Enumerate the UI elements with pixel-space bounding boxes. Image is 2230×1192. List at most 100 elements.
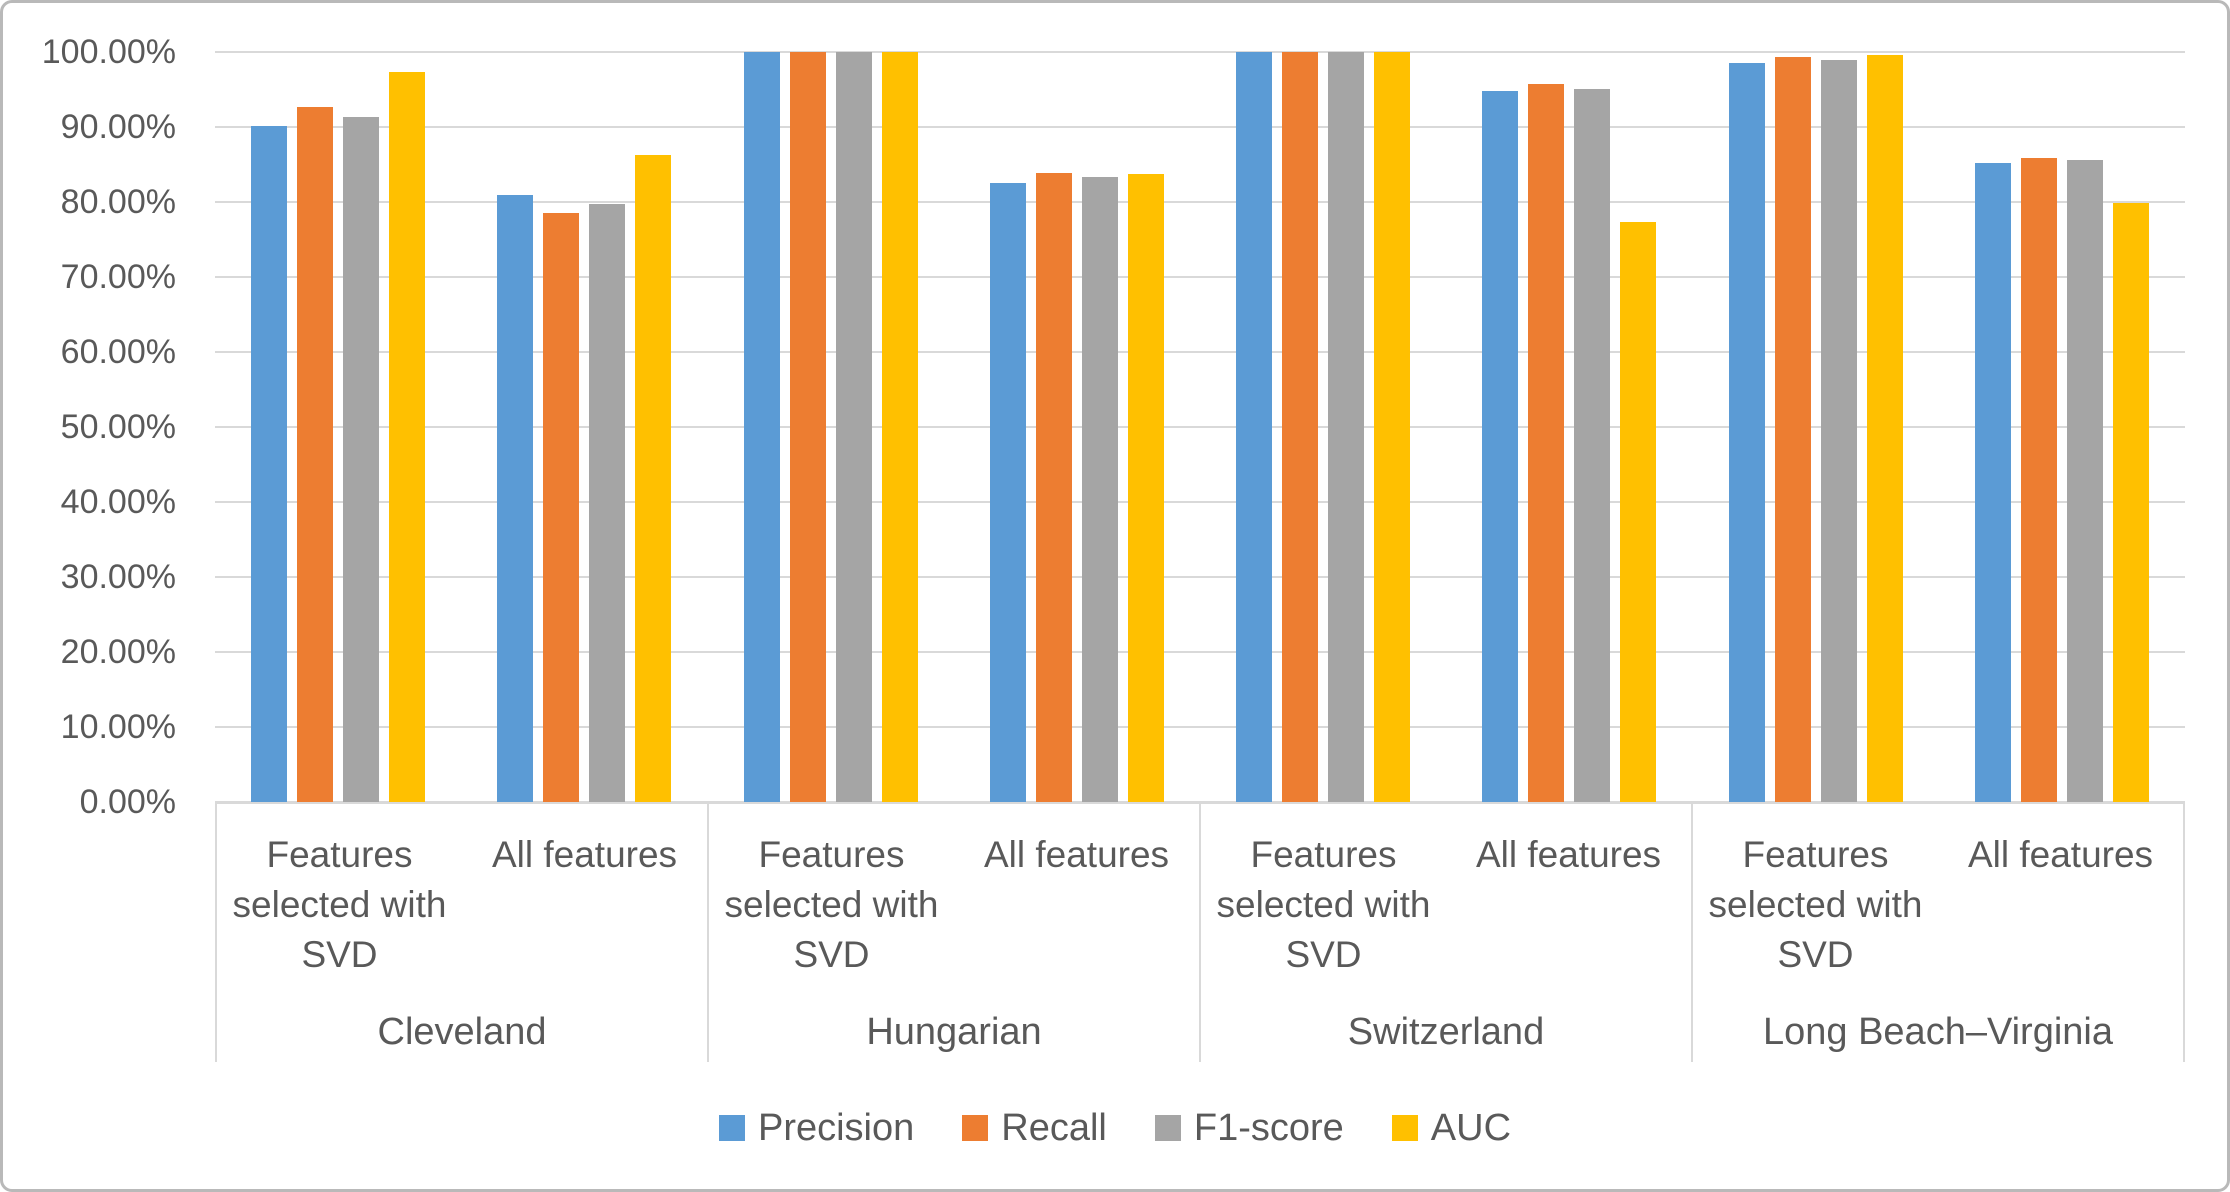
y-tick-label-40: 40.00% [60,483,176,521]
cluster-label-long-beach-virginia-features-selected-with-svd: Features selected with SVD [1708,834,1923,975]
y-tick-label-30: 30.00% [60,558,176,596]
bar-cluster-cleveland-features-selected-with-svd [215,52,461,802]
gridline-20 [215,651,2185,653]
bar-hungarian-all-features-auc [1127,173,1164,802]
bar-hungarian-all-features-f1-score [1081,176,1118,802]
y-tick-label-60: 60.00% [60,333,176,371]
bar-cluster-switzerland-features-selected-with-svd [1200,52,1446,802]
bar-cluster-hungarian-all-features [954,52,1200,802]
bar-cleveland-all-features-precision [497,194,534,802]
bar-hungarian-features-selected-with-svd-f1-score [835,52,872,802]
bar-long-beach-virginia-all-features-auc [2112,202,2149,802]
y-tick-label-100: 100.00% [41,33,176,71]
gridline-10 [215,726,2185,728]
y-axis: 0.00% 10.00% 20.00% 30.00% 40.00% 50.00% 60.00… [0,33,190,821]
bar-hungarian-features-selected-with-svd-precision [743,52,780,802]
cluster-labels-switzerland: Features selected with SVD All features [1201,804,1691,980]
bar-hungarian-all-features-recall [1035,172,1072,802]
gridline-30 [215,576,2185,578]
bar-group-cleveland [215,52,708,802]
bar-cleveland-all-features-auc [635,154,672,802]
bar-group-hungarian [708,52,1201,802]
bar-cluster-long-beach-virginia-features-selected-with-svd [1693,52,1939,802]
y-tick-label-0: 0.00% [79,783,176,821]
y-tick-label-90: 90.00% [60,108,176,146]
bar-cluster-long-beach-virginia-all-features [1939,52,2185,802]
bar-cleveland-features-selected-with-svd-f1-score [343,116,380,802]
legend-label-recall: Recall [1001,1106,1107,1149]
legend-label-auc: AUC [1430,1106,1512,1149]
bar-group-switzerland [1200,52,1693,802]
group-label-long-beach-virginia: Long Beach–Virginia [1762,1011,2113,1053]
legend-swatch-auc [1391,1115,1418,1141]
y-tick-label-20: 20.00% [60,633,176,671]
cluster-labels-cleveland: Features selected with SVD All features [217,804,707,980]
bar-switzerland-features-selected-with-svd-auc [1374,52,1411,802]
y-tick-label-80: 80.00% [60,183,176,221]
legend-label-f1-score: F1-score [1193,1106,1344,1149]
bar-cleveland-all-features-recall [543,212,580,802]
bar-long-beach-virginia-all-features-recall [2020,157,2057,802]
bar-long-beach-virginia-all-features-f1-score [2066,160,2103,802]
cluster-labels-long-beach-virginia: Features selected with SVD All features [1693,804,2183,980]
group-label-hungarian: Hungarian [866,1011,1042,1053]
cluster-label-long-beach-virginia-all-features: All features [1967,834,2154,875]
gridline-80 [215,201,2185,203]
legend-item-auc: AUC [1391,1106,1512,1150]
group-label-switzerland: Switzerland [1347,1011,1545,1053]
legend-swatch-precision [718,1115,745,1141]
bar-cleveland-features-selected-with-svd-precision [251,126,288,802]
legend-item-f1-score: F1-score [1154,1106,1344,1150]
bar-cleveland-features-selected-with-svd-auc [389,71,426,802]
bar-cluster-cleveland-all-features [461,52,707,802]
bar-cluster-hungarian-features-selected-with-svd [708,52,954,802]
category-group-long-beach-virginia: Features selected with SVD All features Lo… [1691,804,2185,1062]
legend-swatch-recall [962,1115,989,1141]
legend-label-precision: Precision [757,1106,915,1149]
bar-cluster-switzerland-all-features [1446,52,1692,802]
category-group-switzerland: Features selected with SVD All features Sw… [1199,804,1691,1062]
bar-long-beach-virginia-features-selected-with-svd-recall [1774,57,1811,802]
gridline-70 [215,276,2185,278]
category-group-cleveland: Features selected with SVD All features Cl… [215,804,707,1062]
bar-long-beach-virginia-features-selected-with-svd-f1-score [1820,60,1857,802]
legend-item-recall: Recall [962,1107,1107,1150]
bar-switzerland-all-features-f1-score [1574,88,1611,802]
bar-hungarian-features-selected-with-svd-auc [881,52,918,802]
bar-groups [215,52,2185,802]
gridline-50 [215,426,2185,428]
category-axis: Features selected with SVD All features Cl… [215,802,2185,1062]
cluster-labels-hungarian: Features selected with SVD All features [709,804,1199,980]
bar-switzerland-all-features-recall [1528,84,1565,802]
legend-item-precision: Precision [718,1106,915,1150]
plot-area [215,51,2185,803]
bar-long-beach-virginia-features-selected-with-svd-precision [1728,63,1765,802]
gridline-40 [215,501,2185,503]
bar-switzerland-all-features-auc [1620,221,1657,802]
cluster-label-hungarian-all-features: All features [983,834,1170,875]
cluster-label-hungarian-features-selected-with-svd: Features selected with SVD [724,834,939,975]
bar-switzerland-all-features-precision [1482,91,1519,802]
cluster-label-cleveland-features-selected-with-svd: Features selected with SVD [232,834,447,975]
group-label-cleveland: Cleveland [377,1011,547,1053]
cluster-label-switzerland-all-features: All features [1475,834,1662,875]
bar-long-beach-virginia-features-selected-with-svd-auc [1866,55,1903,802]
cluster-label-cleveland-all-features: All features [491,834,678,875]
bar-cleveland-features-selected-with-svd-recall [297,106,334,802]
bar-hungarian-features-selected-with-svd-recall [789,52,826,802]
bar-long-beach-virginia-all-features-precision [1974,163,2011,802]
bar-hungarian-all-features-precision [989,182,1026,802]
legend: Precision Recall F1-score AUC [0,1096,2230,1160]
bar-switzerland-features-selected-with-svd-f1-score [1328,52,1365,802]
cluster-label-switzerland-features-selected-with-svd: Features selected with SVD [1216,834,1431,975]
legend-swatch-f1-score [1154,1115,1181,1141]
bar-group-long-beach-virginia [1693,52,2186,802]
bar-switzerland-features-selected-with-svd-recall [1282,52,1319,802]
gridline-100 [215,51,2185,53]
gridline-90 [215,126,2185,128]
y-tick-label-70: 70.00% [60,258,176,296]
gridline-60 [215,351,2185,353]
bar-cleveland-all-features-f1-score [589,203,626,802]
y-tick-label-10: 10.00% [60,708,176,746]
